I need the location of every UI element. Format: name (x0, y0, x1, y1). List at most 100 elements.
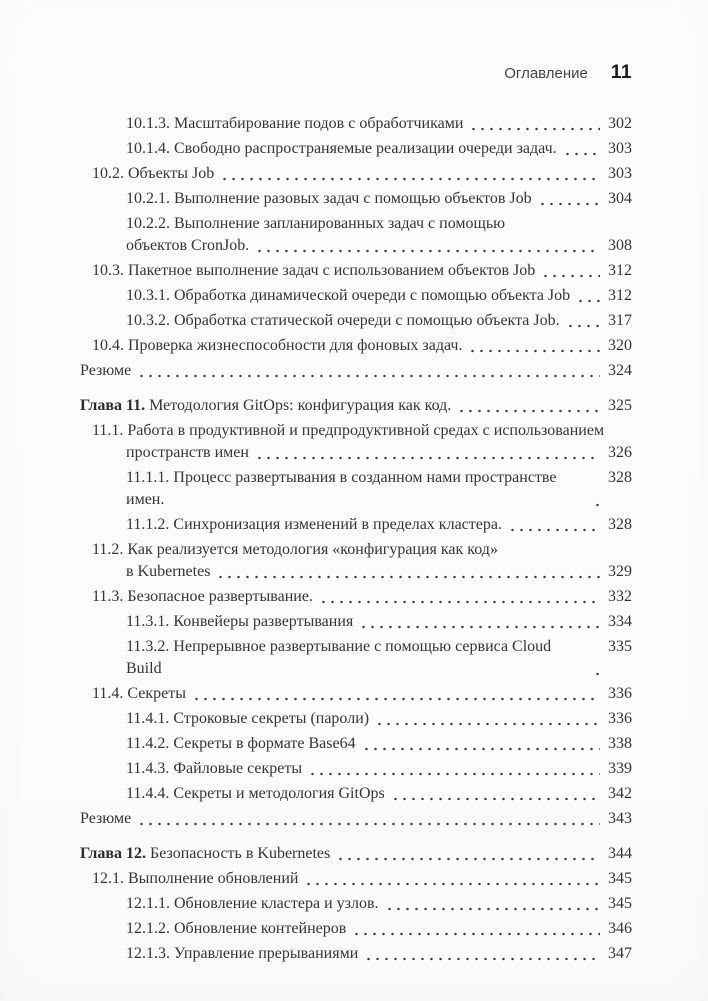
dot-leader (189, 683, 600, 705)
toc-entry-line: 10.3.2. Обработка статической очереди с … (126, 310, 632, 332)
toc-entry-line: 11.1. Работа в продуктивной и предпродук… (92, 420, 632, 442)
toc-page-number: 308 (608, 237, 632, 254)
toc-page-number: 345 (608, 870, 632, 887)
chapter-number-label: Глава 12. (80, 845, 150, 862)
toc-entry: 10.2.1. Выполнение разовых задач с помощ… (80, 188, 632, 210)
dot-leader (465, 335, 600, 357)
toc-entry-line: 12.1.3. Управление прерываниями 347 (126, 943, 632, 965)
toc-page-number: 335 (608, 638, 632, 655)
toc-entry-line: 10.4. Проверка жизнеспособности для фоно… (92, 335, 632, 357)
dot-leader (217, 163, 600, 185)
toc-entry-text: Резюме (80, 810, 132, 827)
toc-entry-line: 11.3. Безопасное развертывание. 332 (92, 586, 632, 608)
toc-entry: 12.1.2. Обновление контейнеров 346 (80, 918, 632, 940)
toc-entry: 11.3. Безопасное развертывание. 332 (80, 586, 632, 608)
running-header: Оглавление 11 (0, 0, 708, 84)
toc-list: 10.1.3. Масштабирование подов с обработч… (0, 84, 708, 965)
toc-entry-line: 10.3. Пакетное выполнение задач с исполь… (92, 260, 632, 282)
toc-entry-line: 11.1.1. Процесс развертывания в созданно… (126, 467, 632, 511)
toc-entry-text: 11.3.2. Непрерывное развертывание с помо… (126, 638, 556, 677)
dot-leader (381, 893, 600, 915)
toc-entry: 10.3.1. Обработка динамической очереди с… (80, 285, 632, 307)
toc-entry-text: 10.2.1. Выполнение разовых задач с помощ… (126, 190, 532, 207)
toc-entry-text: 11.4.4. Секреты и методология GitOps (126, 785, 385, 802)
toc-entry-line: 10.2.2. Выполнение запланированных задач… (126, 213, 632, 235)
dot-leader (251, 442, 600, 464)
toc-entry-line: объектов CronJob. 308 (126, 235, 632, 257)
toc-entry-line: 10.1.3. Масштабирование подов с обработч… (126, 113, 632, 135)
dot-leader (559, 138, 600, 160)
toc-page-number: 312 (608, 287, 632, 304)
toc-entry-line: Глава 11. Методология GitOps: конфигурац… (80, 395, 632, 417)
toc-chapter-entry: Глава 11. Методология GitOps: конфигурац… (80, 395, 632, 417)
dot-leader (454, 395, 600, 417)
toc-entry-text: 11.4.2. Секреты в формате Base64 (126, 735, 356, 752)
toc-page-number: 334 (608, 613, 632, 630)
toc-entry: 11.1. Работа в продуктивной и предпродук… (80, 420, 632, 464)
toc-page-number: 325 (608, 397, 632, 414)
dot-leader (358, 733, 600, 755)
toc-entry-line: 10.2.1. Выполнение разовых задач с помощ… (126, 188, 632, 210)
toc-page-number: 326 (608, 444, 632, 461)
toc-entry-line: 12.1. Выполнение обновлений 345 (92, 868, 632, 890)
dot-leader (590, 636, 600, 680)
toc-entry-line: 10.2. Объекты Job 303 (92, 163, 632, 185)
toc-entry: 11.4.3. Файловые секреты 339 (80, 758, 632, 780)
toc-entry-text: 12.1. Выполнение обновлений (92, 870, 299, 887)
toc-page-number: 338 (608, 735, 632, 752)
toc-entry-text: 11.1. Работа в продуктивной и предпродук… (92, 422, 605, 439)
toc-entry-line: 12.1.1. Обновление кластера и узлов. 345 (126, 893, 632, 915)
toc-chapter-entry: Глава 12. Безопасность в Kubernetes 344 (80, 843, 632, 865)
toc-entry: 11.3.1. Конвейеры развертывания 334 (80, 611, 632, 633)
toc-entry: 11.4.4. Секреты и методология GitOps 342 (80, 783, 632, 805)
toc-entry-line: 11.3.2. Непрерывное развертывание с помо… (126, 636, 632, 680)
toc-page-number: 328 (608, 469, 632, 486)
page-number: 11 (610, 62, 632, 83)
toc-entry-text: 11.4.1. Строковые секреты (пароли) (126, 710, 370, 727)
toc-entry-line: 11.2. Как реализуется методология «конфи… (92, 539, 632, 561)
dot-leader (466, 113, 600, 135)
toc-entry-line: 11.4. Секреты 336 (92, 683, 632, 705)
toc-entry-text: Глава 12. Безопасность в Kubernetes (80, 845, 331, 862)
toc-entry-text: 10.3.1. Обработка динамической очереди с… (126, 287, 571, 304)
toc-entry: 10.4. Проверка жизнеспособности для фоно… (80, 335, 632, 357)
dot-leader (504, 514, 600, 536)
toc-page-number: 303 (608, 140, 632, 157)
toc-page-number: 343 (608, 810, 632, 827)
toc-entry-text: объектов CronJob. (126, 237, 250, 254)
toc-entry-line: 12.1.2. Обновление контейнеров 346 (126, 918, 632, 940)
toc-entry: 11.3.2. Непрерывное развертывание с помо… (80, 636, 632, 680)
dot-leader (349, 918, 600, 940)
toc-entry-line: 10.1.4. Свободно распространяемые реализ… (126, 138, 632, 160)
dot-leader (387, 783, 600, 805)
toc-entry-text: 11.4. Секреты (92, 685, 186, 702)
toc-page-number: 302 (608, 115, 632, 132)
toc-entry-text: в Kubernetes (126, 563, 211, 580)
dot-leader (372, 708, 600, 730)
toc-entry-text: 11.4.3. Файловые секреты (126, 760, 303, 777)
toc-entry-line: 11.1.2. Синхронизация изменений в предел… (126, 514, 632, 536)
dot-leader (315, 586, 600, 608)
dot-leader (356, 611, 600, 633)
toc-entry-line: 11.4.2. Секреты в формате Base64 338 (126, 733, 632, 755)
dot-leader (573, 285, 600, 307)
toc-entry: 10.1.4. Свободно распространяемые реализ… (80, 138, 632, 160)
toc-entry-text: 10.1.4. Свободно распространяемые реализ… (126, 140, 557, 157)
toc-page-number: 339 (608, 760, 632, 777)
toc-entry: 11.1.2. Синхронизация изменений в предел… (80, 514, 632, 536)
toc-entry-text: 11.1.2. Синхронизация изменений в предел… (126, 516, 502, 533)
toc-entry-text: 11.3.1. Конвейеры развертывания (126, 613, 354, 630)
toc-entry: Резюме 343 (80, 808, 632, 830)
toc-page-number: 342 (608, 785, 632, 802)
toc-entry-line: 11.4.4. Секреты и методология GitOps 342 (126, 783, 632, 805)
dot-leader (361, 943, 600, 965)
toc-entry: 12.1.3. Управление прерываниями 347 (80, 943, 632, 965)
toc-page-number: 312 (608, 262, 632, 279)
dot-leader (590, 467, 600, 511)
toc-entry-line: в Kubernetes 329 (126, 561, 632, 583)
dot-leader (538, 260, 600, 282)
toc-page-number: 347 (608, 945, 632, 962)
dot-leader (534, 188, 600, 210)
toc-entry: 10.3. Пакетное выполнение задач с исполь… (80, 260, 632, 282)
toc-page-number: 329 (608, 563, 632, 580)
